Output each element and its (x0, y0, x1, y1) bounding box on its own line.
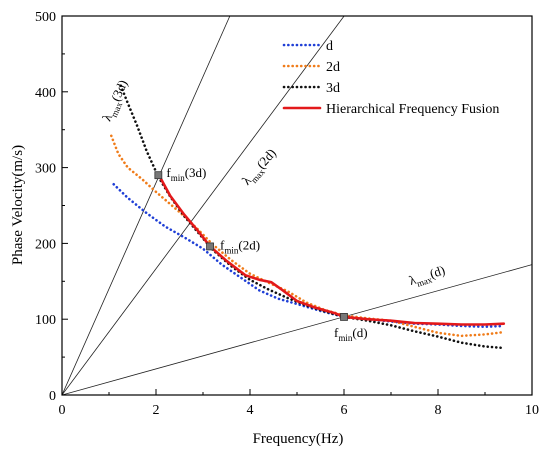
x-tick-label: 6 (341, 403, 348, 418)
x-axis-title: Frequency(Hz) (253, 431, 344, 447)
fmin-marker-3 (340, 313, 348, 321)
y-tick-label: 400 (35, 86, 56, 101)
y-tick-label: 500 (35, 10, 56, 25)
marker-layer (154, 171, 348, 321)
series-line-3 (119, 84, 506, 350)
legend-label-3: 3d (326, 81, 340, 96)
reference-lines (62, 16, 532, 395)
legend-label-4: Hierarchical Frequency Fusion (326, 102, 499, 117)
x-tick-label: 4 (247, 403, 254, 418)
series-line-4 (158, 175, 506, 326)
legend-label-2: 2d (326, 60, 340, 75)
legend-label-1: d (326, 39, 333, 54)
reference-line-1 (62, 16, 231, 395)
y-tick-label: 200 (35, 237, 56, 252)
y-tick-label: 300 (35, 162, 56, 177)
fmin-marker-label-3: fmin(d) (334, 325, 368, 343)
fmin-marker-label-2: fmin(2d) (220, 237, 260, 255)
fmin-marker-2 (206, 242, 214, 251)
reference-line-3 (62, 264, 532, 395)
fmin-marker-1 (154, 171, 163, 180)
x-tick-label: 2 (153, 403, 160, 418)
y-axis-title: Phase Velocity(m/s) (10, 145, 26, 265)
series-layer (110, 84, 506, 350)
plot-frame (61, 15, 533, 396)
reference-line-label-3: λmax(d) (407, 262, 448, 291)
reference-line-2 (62, 16, 345, 395)
reference-line-label-2: λmax(2d) (239, 145, 281, 189)
x-tick-label: 10 (525, 403, 539, 418)
y-tick-label: 100 (35, 313, 56, 328)
annotation-layer: λmax(3d)λmax(2d)λmax(d)fmin(3d)fmin(2d)f… (99, 78, 448, 343)
x-tick-label: 0 (59, 403, 66, 418)
legend: d 2d 3d Hierarchical Frequency Fusion (282, 39, 499, 117)
y-tick-label: 0 (49, 389, 56, 404)
fmin-marker-label-1: fmin(3d) (166, 165, 206, 183)
x-tick-label: 8 (435, 403, 442, 418)
